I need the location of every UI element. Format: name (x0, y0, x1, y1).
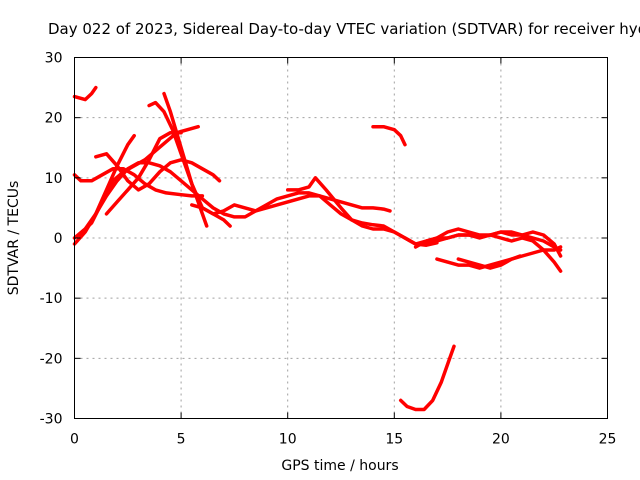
y-tick-label: 10 (45, 171, 63, 187)
x-tick-label: 5 (177, 432, 186, 448)
x-tick-label: 0 (70, 432, 79, 448)
ticks: 0 5 10 15 20 25 -30 -20 -10 0 10 20 30 (40, 51, 617, 448)
x-tick-label: 20 (492, 432, 510, 448)
y-tick-label: 20 (45, 111, 63, 127)
series-line-arc-12 (371, 124, 407, 147)
series-group (72, 85, 563, 412)
series-line-arc-9 (162, 91, 209, 228)
x-tick-label: 25 (599, 432, 617, 448)
x-tick-label: 10 (279, 432, 297, 448)
series-line-arc-1 (72, 85, 98, 102)
x-axis-label: GPS time / hours (281, 458, 398, 474)
series-line-arc-16 (456, 254, 522, 270)
series-line-arc-2 (72, 167, 205, 198)
series-line-arc-14 (413, 230, 563, 252)
series-line-arc-15 (435, 245, 563, 270)
chart-title: Day 022 of 2023, Sidereal Day-to-day VTE… (48, 20, 640, 38)
series-line-arc-7 (104, 130, 183, 216)
y-tick-label: -30 (40, 412, 63, 428)
series-line-arc-6 (94, 152, 222, 192)
y-tick-label: -20 (40, 351, 63, 367)
y-tick-label: -10 (40, 291, 63, 307)
y-tick-label: 0 (54, 231, 63, 247)
y-tick-label: 30 (45, 51, 63, 67)
series-line-arc-10 (190, 203, 232, 228)
series-line-arc-17 (398, 344, 456, 412)
x-tick-label: 15 (385, 432, 403, 448)
y-axis-label: SDTVAR / TECUs (6, 181, 22, 296)
